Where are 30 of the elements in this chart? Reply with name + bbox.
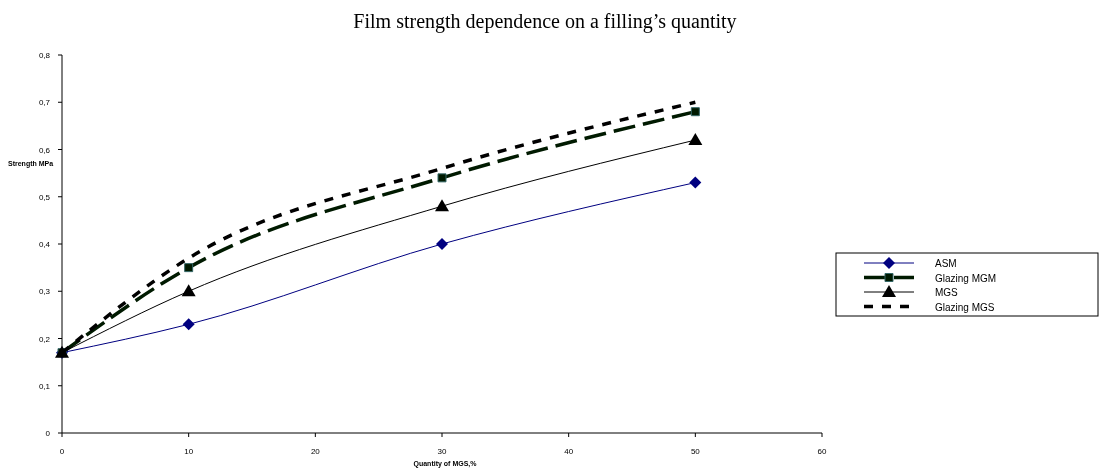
y-tick-label: 0,8 [38, 51, 51, 60]
legend-label: ASM [935, 258, 957, 269]
point [435, 199, 449, 212]
y-tick-label: 0,3 [38, 287, 51, 297]
point [436, 238, 448, 250]
y-tick-label: 0,5 [38, 192, 51, 202]
y-tick-label: 0,6 [38, 145, 51, 155]
x-tick-label: 10 [184, 447, 194, 456]
point [181, 284, 196, 297]
x-tick-label: 50 [690, 447, 701, 456]
legend-label: Glazing MGM [935, 272, 997, 284]
y-tick-label: 0,1 [38, 381, 51, 391]
point [184, 263, 194, 273]
point [437, 173, 447, 183]
legend-label: Glazing MGS [935, 301, 995, 313]
x-tick-label: 40 [564, 447, 574, 456]
point [688, 133, 703, 146]
legend-label: MGS [935, 287, 959, 298]
y-tick-label: 0 [45, 429, 51, 438]
x-tick-label: 30 [437, 447, 447, 456]
x-tick-label: 0 [59, 447, 65, 456]
y-tick-label: 0,4 [38, 240, 51, 249]
point [689, 176, 702, 189]
point [690, 107, 700, 117]
point [182, 318, 195, 331]
x-tick-label: 20 [310, 447, 321, 456]
y-tick-label: 0,7 [38, 98, 51, 108]
chart-title: Film strength dependence on a filling’s quantity [353, 10, 737, 33]
x-tick-label: 60 [817, 447, 827, 456]
y-tick-label: 0,2 [38, 334, 51, 344]
